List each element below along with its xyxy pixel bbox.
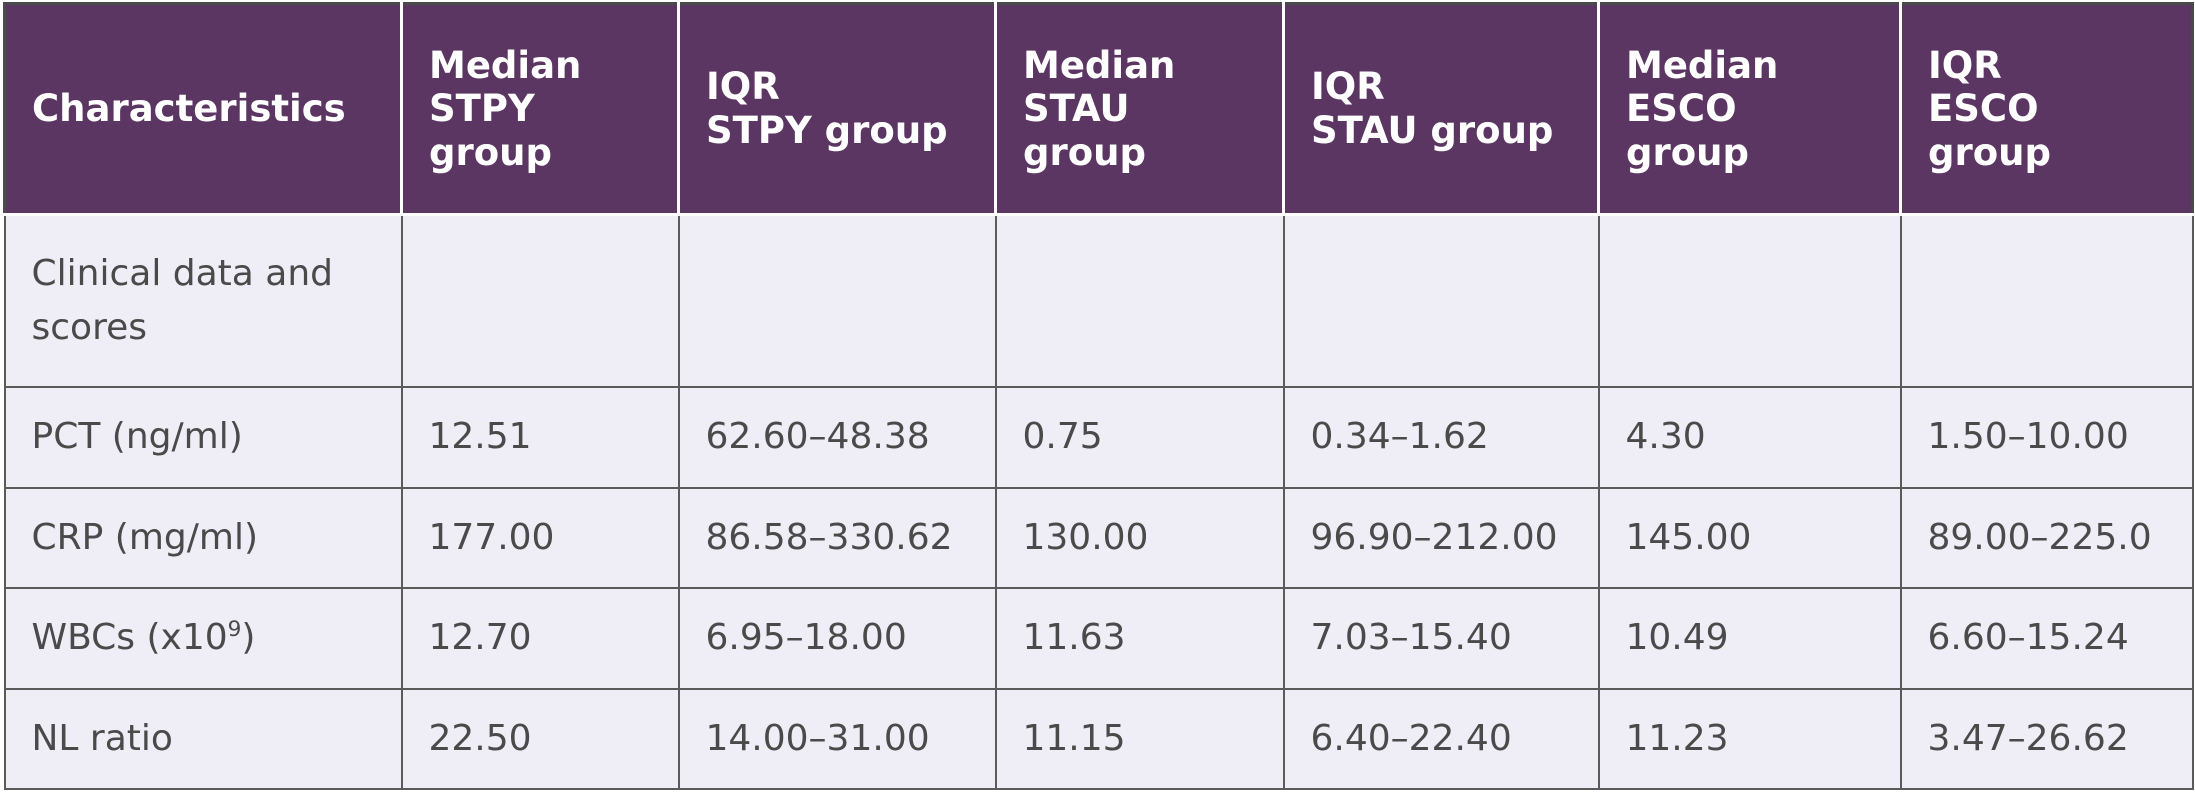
median-stau-cell: 11.15 xyxy=(994,687,1285,791)
row-label-cell: PCT (ng/ml) xyxy=(3,386,403,489)
header-iqr-stpy: IQR STPY group xyxy=(677,2,997,216)
table-header-row: Characteristics Median STPY group IQR ST… xyxy=(3,2,2194,216)
median-esco-cell: 145.00 xyxy=(1597,486,1902,590)
header-characteristics: Characteristics xyxy=(3,2,403,216)
median-stpy-cell: 22.50 xyxy=(400,687,680,791)
iqr-stpy-cell: 86.58–330.62 xyxy=(677,486,997,590)
table-row-pct: PCT (ng/ml) 12.51 62.60–48.38 0.75 0.34–… xyxy=(3,386,2194,489)
header-median-esco: Median ESCO group xyxy=(1597,2,1902,216)
iqr-stau-cell: 7.03–15.40 xyxy=(1282,587,1600,690)
median-stau-cell: 130.00 xyxy=(994,486,1285,590)
row-label-cell: NL ratio xyxy=(3,687,403,791)
median-stau-cell: 11.63 xyxy=(994,587,1285,690)
empty-cell xyxy=(677,213,997,389)
iqr-esco-cell: 3.47–26.62 xyxy=(1899,687,2194,791)
median-stpy-cell: 177.00 xyxy=(400,486,680,590)
row-label-end: ) xyxy=(241,617,256,659)
iqr-stpy-cell: 6.95–18.00 xyxy=(677,587,997,690)
row-label-main: WBCs (x10 xyxy=(31,617,228,659)
empty-cell xyxy=(1597,213,1902,389)
iqr-stau-cell: 0.34–1.62 xyxy=(1282,386,1600,489)
median-stau-cell: 0.75 xyxy=(994,386,1285,489)
table-row-crp: CRP (mg/ml) 177.00 86.58–330.62 130.00 9… xyxy=(3,486,2194,590)
median-stpy-cell: 12.51 xyxy=(400,386,680,489)
iqr-stau-cell: 96.90–212.00 xyxy=(1282,486,1600,590)
table-row-section: Clinical data and scores xyxy=(3,213,2194,389)
empty-cell xyxy=(400,213,680,389)
header-iqr-esco: IQR ESCO group xyxy=(1899,2,2194,216)
median-esco-cell: 11.23 xyxy=(1597,687,1902,791)
iqr-stpy-cell: 14.00–31.00 xyxy=(677,687,997,791)
characteristics-table: Characteristics Median STPY group IQR ST… xyxy=(3,2,2194,791)
iqr-stpy-cell: 62.60–48.38 xyxy=(677,386,997,489)
row-label-cell: CRP (mg/ml) xyxy=(3,486,403,590)
data-table-container: Characteristics Median STPY group IQR ST… xyxy=(3,2,2194,791)
iqr-esco-cell: 6.60–15.24 xyxy=(1899,587,2194,690)
empty-cell xyxy=(1899,213,2194,389)
header-median-stpy: Median STPY group xyxy=(400,2,680,216)
median-esco-cell: 4.30 xyxy=(1597,386,1902,489)
header-median-stau: Median STAU group xyxy=(994,2,1285,216)
header-iqr-stau: IQR STAU group xyxy=(1282,2,1600,216)
section-label-cell: Clinical data and scores xyxy=(3,213,403,389)
empty-cell xyxy=(994,213,1285,389)
table-row-nl-ratio: NL ratio 22.50 14.00–31.00 11.15 6.40–22… xyxy=(3,687,2194,791)
median-stpy-cell: 12.70 xyxy=(400,587,680,690)
table-row-wbcs: WBCs (x109) 12.70 6.95–18.00 11.63 7.03–… xyxy=(3,587,2194,690)
row-label-cell: WBCs (x109) xyxy=(3,587,403,690)
iqr-stau-cell: 6.40–22.40 xyxy=(1282,687,1600,791)
empty-cell xyxy=(1282,213,1600,389)
row-label-superscript: 9 xyxy=(227,617,242,643)
iqr-esco-cell: 89.00–225.0 xyxy=(1899,486,2194,590)
iqr-esco-cell: 1.50–10.00 xyxy=(1899,386,2194,489)
median-esco-cell: 10.49 xyxy=(1597,587,1902,690)
